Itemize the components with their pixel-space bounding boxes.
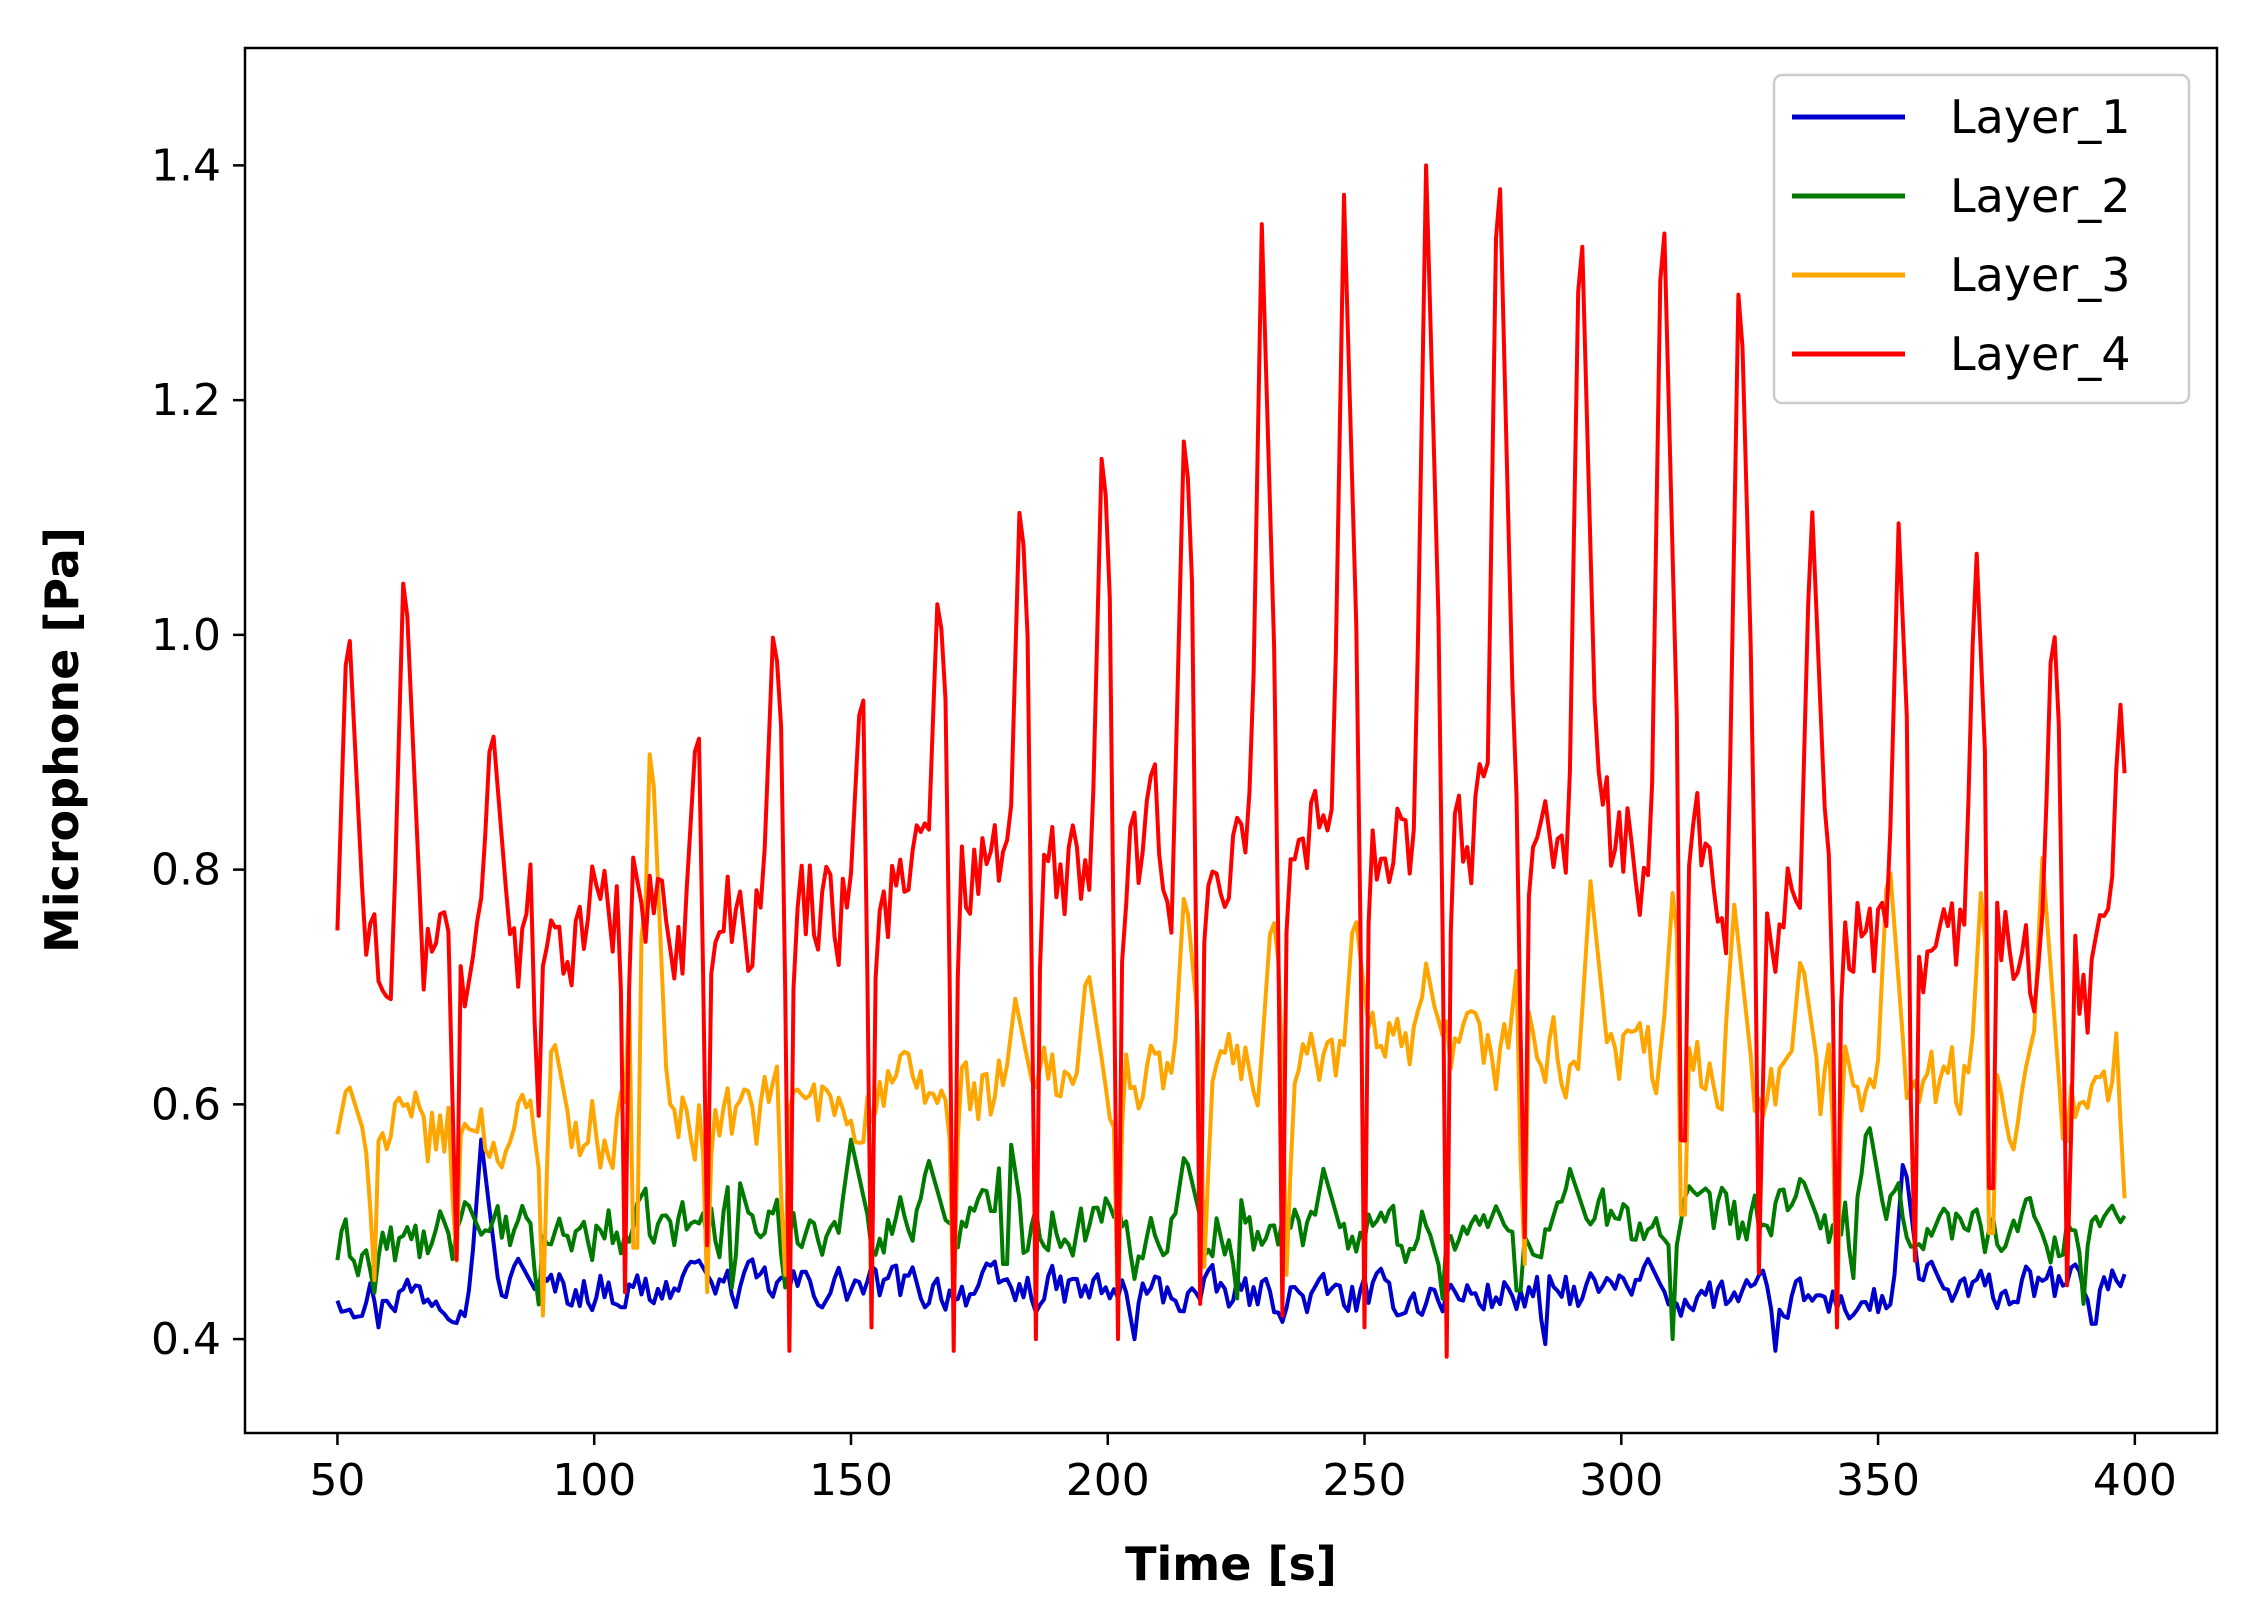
x-tick-label: 350: [1836, 1455, 1920, 1506]
x-tick-label: 100: [552, 1455, 636, 1506]
y-axis-ticks: 0.4 0.6 0.8 1.0 1.2 1.4: [151, 140, 245, 1365]
x-tick-label: 200: [1066, 1455, 1150, 1506]
y-tick-label: 1.0: [151, 610, 221, 661]
x-tick-label: 300: [1579, 1455, 1663, 1506]
legend-label: Layer_3: [1950, 248, 2131, 302]
series-line-layer-4: [335, 163, 2127, 1359]
legend-label: Layer_2: [1950, 169, 2131, 223]
y-tick-label: 0.4: [151, 1314, 221, 1365]
x-tick-label: 150: [809, 1455, 893, 1506]
x-axis-title: Time [s]: [1125, 1537, 1337, 1591]
legend-label: Layer_1: [1950, 90, 2131, 144]
y-tick-label: 0.8: [151, 845, 221, 896]
x-tick-label: 400: [2093, 1455, 2177, 1506]
legend-label: Layer_4: [1950, 327, 2131, 381]
plot-frame: [243, 46, 2219, 1435]
series-line-layer-1: [335, 1137, 2127, 1353]
x-tick-label: 250: [1323, 1455, 1407, 1506]
y-tick-label: 1.4: [151, 140, 221, 191]
series-lines: [335, 163, 2127, 1359]
legend: Layer_1 Layer_2 Layer_3 Layer_4: [1772, 73, 2191, 405]
y-tick-label: 0.6: [151, 1079, 221, 1130]
series-line-layer-2: [335, 1126, 2127, 1342]
x-axis-ticks: 50 100 150 200 250 300 350 400: [309, 1433, 2177, 1506]
x-tick-label: 50: [309, 1455, 365, 1506]
legend-box: [1772, 73, 2191, 405]
y-axis-title: Microphone [Pa]: [35, 527, 89, 953]
series-line-layer-3: [335, 752, 2127, 1330]
y-tick-label: 1.2: [151, 375, 221, 426]
